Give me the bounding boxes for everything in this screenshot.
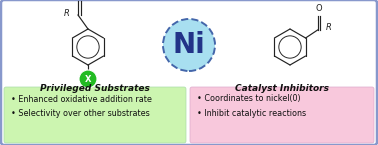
Text: Catalyst Inhibitors: Catalyst Inhibitors [235,84,329,93]
Text: Privileged Substrates: Privileged Substrates [40,84,150,93]
Text: • Selectivity over other substrates: • Selectivity over other substrates [11,108,150,117]
Text: • Inhibit catalytic reactions: • Inhibit catalytic reactions [197,108,306,117]
FancyBboxPatch shape [190,87,374,143]
Text: • Coordinates to nickel(0): • Coordinates to nickel(0) [197,95,301,104]
Text: R: R [64,9,70,18]
FancyBboxPatch shape [4,87,186,143]
Text: Ni: Ni [173,31,205,59]
Text: X: X [85,75,91,84]
Circle shape [79,70,97,88]
Circle shape [163,19,215,71]
Text: • Enhanced oxidative addition rate: • Enhanced oxidative addition rate [11,95,152,104]
Text: R: R [325,23,332,32]
Text: O: O [315,4,322,13]
